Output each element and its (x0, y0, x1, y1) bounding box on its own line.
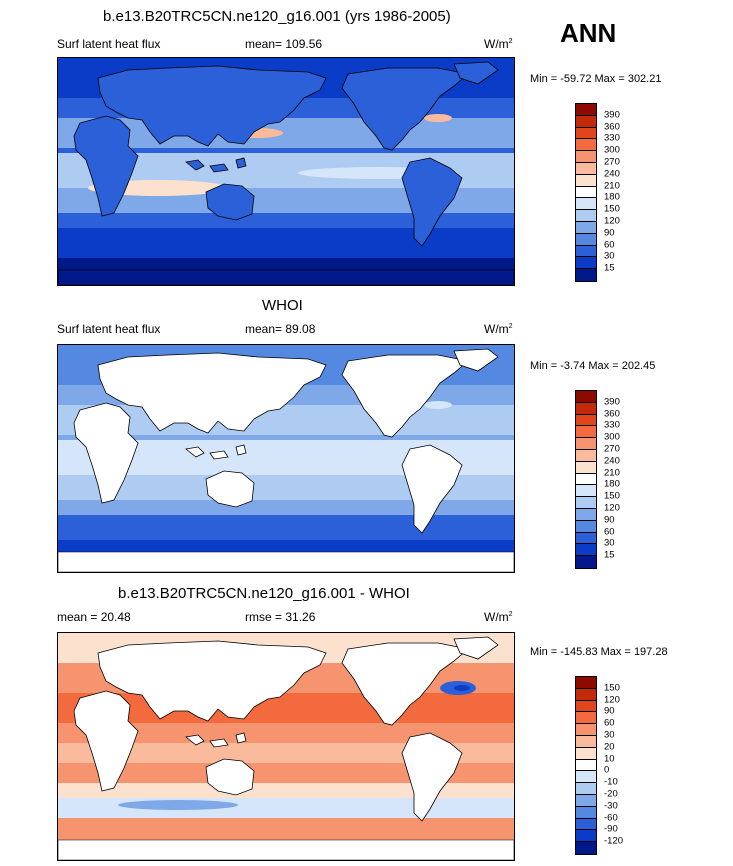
panel3-map (57, 632, 515, 861)
tick-label: 60 (604, 239, 615, 251)
tick-label: 90 (604, 705, 615, 717)
tick-label: 150 (604, 490, 620, 502)
panel2-variable-label: Surf latent heat flux (57, 322, 161, 336)
panel3-title: b.e13.B20TRC5CN.ne120_g16.001 - WHOI (118, 585, 410, 602)
tick-label: 270 (604, 156, 620, 168)
tick-label: -30 (604, 800, 618, 812)
tick-label: 240 (604, 168, 620, 180)
panel3-rmse-label: rmse = 31.26 (245, 610, 316, 624)
panel1-colorbar (575, 103, 597, 282)
panel2-minmax: Min = -3.74 Max = 202.45 (530, 360, 656, 372)
panel2-units: W/m2 (484, 322, 513, 336)
tick-label: 210 (604, 180, 620, 192)
tick-label: 15 (604, 549, 615, 561)
tick-label: 330 (604, 419, 620, 431)
panel1-title: b.e13.B20TRC5CN.ne120_g16.001 (yrs 1986-… (103, 8, 451, 25)
tick-label: 390 (604, 396, 620, 408)
panel2-map-svg (58, 345, 514, 572)
panel1-units: W/m2 (484, 37, 513, 51)
tick-label: 180 (604, 191, 620, 203)
tick-label: -120 (604, 835, 624, 847)
panel3-units: W/m2 (484, 610, 513, 624)
panel3-map-svg (58, 633, 514, 860)
panel3-colorbar (575, 676, 597, 855)
tick-label: 300 (604, 144, 620, 156)
tick-label: 15 (604, 262, 615, 274)
tick-label: -90 (604, 823, 618, 835)
panel1-map-svg (58, 58, 514, 285)
tick-label: 360 (604, 408, 620, 420)
tick-label: 330 (604, 132, 620, 144)
tick-label: -10 (604, 776, 618, 788)
panel3-mean-label: mean = 20.48 (57, 610, 131, 624)
tick-label: 30 (604, 729, 615, 741)
panel1-variable-label: Surf latent heat flux (57, 37, 161, 51)
tick-label: 300 (604, 431, 620, 443)
tick-label: 270 (604, 443, 620, 455)
tick-label: 20 (604, 741, 615, 753)
tick-label: 120 (604, 215, 620, 227)
panel1-minmax: Min = -59.72 Max = 302.21 (530, 73, 662, 85)
tick-label: 0 (604, 764, 610, 776)
panel2-map (57, 344, 515, 573)
tick-label: 180 (604, 478, 620, 490)
tick-label: 390 (604, 109, 620, 121)
panel1-mean-label: mean= 109.56 (245, 37, 323, 51)
tick-label: 240 (604, 455, 620, 467)
tick-label: 360 (604, 121, 620, 133)
tick-label: -60 (604, 812, 618, 824)
season-label: ANN (560, 18, 617, 48)
tick-label: 60 (604, 717, 615, 729)
tick-label: 90 (604, 514, 615, 526)
panel3-minmax: Min = -145.83 Max = 197.28 (530, 646, 668, 658)
tick-label: 150 (604, 203, 620, 215)
tick-label: 90 (604, 227, 615, 239)
tick-label: 10 (604, 753, 615, 765)
tick-label: 210 (604, 467, 620, 479)
tick-label: -20 (604, 788, 618, 800)
panel1-map (57, 57, 515, 286)
tick-label: 120 (604, 694, 620, 706)
panel2-colorbar (575, 390, 597, 569)
panel2-mean-label: mean= 89.08 (245, 322, 316, 336)
tick-label: 30 (604, 537, 615, 549)
panel2-title: WHOI (262, 297, 303, 314)
tick-label: 120 (604, 502, 620, 514)
tick-label: 60 (604, 526, 615, 538)
tick-label: 30 (604, 250, 615, 262)
tick-label: 150 (604, 682, 620, 694)
